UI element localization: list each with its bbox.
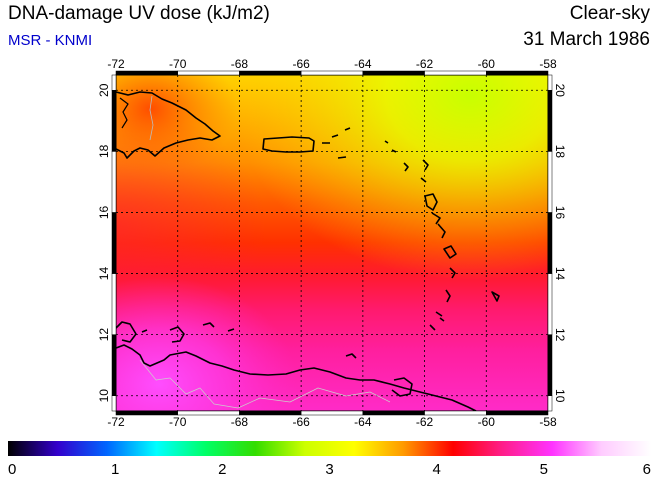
frame-segment [300,70,364,76]
lon-tick-label-top: -66 [292,57,310,71]
frame-segment [111,74,117,91]
lon-tick-label-top: -58 [539,57,557,71]
frame-segment [239,70,302,76]
paraguana [169,326,185,343]
frame-segment [111,212,117,274]
maracaibo-gulf [115,321,137,343]
lat-tick-label-left: 16 [97,205,111,219]
hispaniola-coast [115,91,221,159]
frame-segment [111,334,117,396]
south-america-coast [115,344,477,412]
lon-tick-label-top: -68 [231,57,249,71]
lat-tick-label-left: 20 [97,83,111,97]
lon-tick-label-top: -60 [478,57,496,71]
frame-segment [547,212,553,274]
lat-tick-label-right: 20 [553,84,567,98]
colorbar-tick-label: 3 [325,461,333,478]
frame-segment [111,90,117,152]
frame-segment [486,70,549,76]
margarita [345,353,357,359]
graticule [115,75,549,411]
lon-tick-label-top: -62 [416,57,434,71]
lat-tick-label-right: 14 [553,267,567,281]
lat-tick-label-right: 10 [553,389,567,403]
trinidad [391,377,413,397]
frame-segment [362,70,425,76]
colorbar-tick-label: 6 [643,461,651,478]
colorbar-tick-label: 0 [8,461,16,478]
lon-tick-label-bottom: -66 [292,415,310,429]
frame-segment [547,334,553,396]
frame-segment [547,273,553,335]
lat-tick-label-right: 16 [553,206,567,220]
lon-tick-label-bottom: -70 [169,415,187,429]
map-title: DNA-damage UV dose (kJ/m2) [8,3,270,24]
lesser-antilles-2 [420,159,438,211]
frame-segment [177,70,240,76]
lat-tick-label-left: 10 [97,389,111,403]
lon-tick-label-bottom: -72 [107,415,125,429]
lat-tick-label-right: 18 [553,145,567,159]
lat-tick-label-left: 14 [97,267,111,281]
lon-tick-label-bottom: -64 [354,415,372,429]
colorbar-tick-label: 1 [111,461,119,478]
frame-segment [547,395,553,412]
lesser-antilles-5 [429,311,445,331]
source-label: MSR - KNMI [8,32,93,49]
lesser-antilles-3 [431,212,457,259]
lon-tick-label-bottom: -60 [478,415,496,429]
colorbar-tick-label: 2 [218,461,226,478]
colorbar-gradient [8,441,651,456]
frame-segment [547,74,553,91]
date-label: 31 March 1986 [523,29,650,50]
map-field [116,75,548,411]
frame-segment [547,90,553,152]
lon-tick-label-top: -72 [107,57,125,71]
lon-tick-label-top: -64 [354,57,372,71]
colorbar-tick-label: 4 [432,461,440,478]
aruba-curacao [141,322,235,333]
lat-tick-label-left: 18 [97,144,111,158]
frame-segment [424,70,487,76]
lon-tick-label-top: -70 [169,57,187,71]
virgin-islands [322,127,351,159]
frame-segment [111,395,117,412]
axis-labels: -72 -72 -70 -70 -68 -68 -66 -66 -64 -64 -62 -62 -60 -… [97,57,567,429]
puerto-rico-coast [262,136,315,153]
lat-tick-label-right: 12 [553,328,567,342]
frame-segment [111,151,117,213]
coastlines [115,91,500,412]
frame-segment [547,151,553,213]
lesser-antilles-1 [384,140,409,172]
lesser-antilles-4 [445,267,500,303]
hispaniola-interior-border [149,95,154,141]
lon-tick-label-bottom: -58 [539,415,557,429]
venezuela-border [139,359,391,409]
lon-tick-label-bottom: -68 [231,415,249,429]
uv-dose-map: -72 -72 -70 -70 -68 -68 -66 -66 -64 -64 -62 -62 -60 -… [97,57,567,429]
lat-tick-label-left: 12 [97,328,111,342]
colorbar-ticks: 0 1 2 3 4 5 6 [8,461,651,478]
lon-tick-label-bottom: -62 [416,415,434,429]
frame-segment [115,70,178,76]
colorbar-tick-label: 5 [540,461,548,478]
sky-condition-label: Clear-sky [569,3,650,24]
hispaniola-outline-2 [119,97,129,129]
frame-segment [486,410,549,416]
frame-segment [111,273,117,335]
map-frame-ticks [111,70,553,416]
